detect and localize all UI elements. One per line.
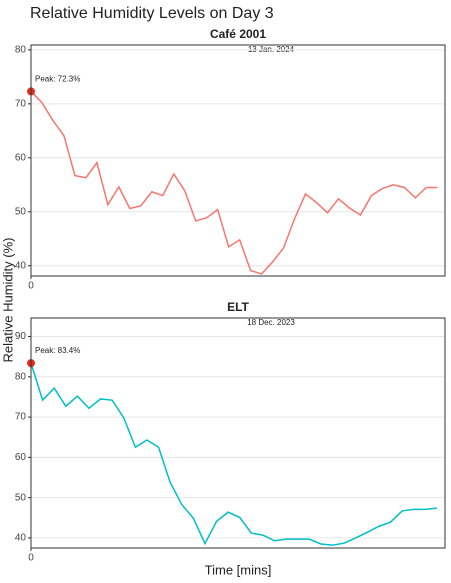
y-tick-label: 40 bbox=[15, 260, 27, 271]
y-tick-label: 70 bbox=[15, 98, 27, 109]
chart-title: Relative Humidity Levels on Day 3 bbox=[30, 5, 274, 22]
y-tick-label: 50 bbox=[15, 492, 27, 503]
x-axis-label: Time [mins] bbox=[205, 562, 272, 577]
y-tick-label: 80 bbox=[15, 44, 27, 55]
peak-label: Peak: 83.4% bbox=[35, 346, 80, 355]
y-axis-label: Relative Humidity (%) bbox=[0, 238, 15, 363]
panel-title: ELT bbox=[227, 300, 249, 314]
y-tick-label: 80 bbox=[15, 371, 27, 382]
y-tick-label: 70 bbox=[15, 412, 27, 423]
peak-label: Peak: 72.3% bbox=[35, 75, 80, 84]
panel-frame bbox=[30, 317, 446, 549]
y-tick-label: 60 bbox=[15, 452, 27, 463]
line bbox=[30, 362, 437, 546]
panel-date: 18 Dec. 2023 bbox=[247, 318, 295, 327]
y-tick-label: 50 bbox=[15, 206, 27, 217]
x-tick-label: 0 bbox=[28, 553, 34, 564]
panel-title: Café 2001 bbox=[210, 27, 266, 41]
y-tick-label: 40 bbox=[15, 533, 27, 544]
y-tick-label: 60 bbox=[15, 152, 27, 163]
x-tick-label: 0 bbox=[28, 281, 34, 292]
y-tick-label: 90 bbox=[15, 331, 27, 342]
panel-frame bbox=[30, 44, 446, 277]
line bbox=[30, 90, 438, 275]
